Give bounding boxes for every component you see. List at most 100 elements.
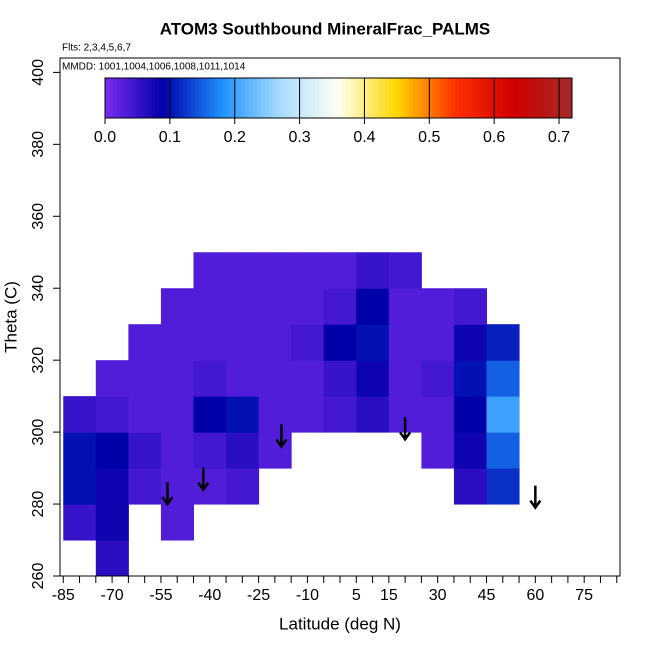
- heatmap-cell: [193, 432, 227, 469]
- heatmap-cell: [193, 252, 227, 289]
- heatmap-cell: [160, 468, 194, 505]
- colorbar-tick-label: 0.5: [418, 129, 440, 146]
- heatmap-cell: [128, 432, 162, 469]
- colorbar-segment: [552, 78, 557, 118]
- heatmap-cell: [226, 396, 260, 433]
- heatmap-cell: [291, 252, 325, 289]
- colorbar-segment: [303, 78, 308, 118]
- colorbar-tick-label: 0.3: [288, 129, 310, 146]
- heatmap-cell: [291, 324, 325, 361]
- colorbar-segment: [354, 78, 359, 118]
- colorbar-segment: [245, 78, 250, 118]
- colorbar-tick-label: 0.7: [548, 129, 570, 146]
- heatmap-cell: [356, 324, 390, 361]
- colorbar-segment: [490, 78, 495, 118]
- heatmap-cell: [453, 432, 488, 469]
- colorbar-segment: [459, 78, 464, 118]
- colorbar-segment: [260, 78, 266, 118]
- x-tick-label: -25: [247, 587, 270, 604]
- colorbar-segment: [404, 78, 410, 118]
- colorbar-segment: [463, 78, 468, 118]
- colorbar-segment: [544, 78, 550, 118]
- colorbar-segment: [248, 78, 254, 118]
- colorbar-segment: [264, 78, 269, 118]
- colorbar-tick-label: 0.4: [353, 129, 375, 146]
- x-tick-label: 60: [526, 587, 544, 604]
- heatmap-cell: [95, 540, 129, 577]
- colorbar-segment: [202, 78, 207, 118]
- colorbar-segment: [431, 78, 437, 118]
- heatmap-cell: [226, 360, 260, 397]
- y-tick-label: 260: [30, 563, 47, 590]
- heatmap-cell: [258, 324, 292, 361]
- colorbar-segment: [338, 78, 343, 118]
- heatmap-cell: [421, 288, 455, 325]
- colorbar-segment: [365, 78, 371, 118]
- arrow: [161, 482, 174, 507]
- colorbar-segment: [455, 78, 460, 118]
- colorbar-segment: [377, 78, 382, 118]
- heatmap-cell: [128, 468, 162, 505]
- colorbar-segment: [533, 78, 538, 118]
- heatmap-cell: [226, 468, 260, 505]
- heatmap-cell: [291, 288, 325, 325]
- heatmap-cell: [95, 360, 129, 397]
- colorbar-segment: [357, 78, 363, 118]
- colorbar-segment: [295, 78, 301, 118]
- colorbar-segment: [420, 78, 425, 118]
- colorbar-segment: [443, 78, 448, 118]
- colorbar-segment: [136, 78, 141, 118]
- colorbar-segment: [116, 78, 122, 118]
- heatmap-cell: [128, 396, 162, 433]
- y-tick-label: 340: [30, 275, 47, 302]
- heatmap-cell: [193, 324, 227, 361]
- colorbar-segment: [311, 78, 316, 118]
- colorbar-segment: [466, 78, 472, 118]
- x-tick-label: -10: [296, 587, 319, 604]
- heatmap-cell: [128, 324, 162, 361]
- colorbar-tick-label: 0.0: [94, 129, 116, 146]
- heatmap-cell: [388, 288, 422, 325]
- colorbar-segment: [385, 78, 390, 118]
- heatmap-cell: [323, 324, 357, 361]
- colorbar-segment: [513, 78, 519, 118]
- colorbar-segment: [494, 78, 499, 118]
- colorbar-segment: [128, 78, 133, 118]
- colorbar-segment: [548, 78, 554, 118]
- colorbar-segment: [190, 78, 196, 118]
- heatmap-cell: [323, 288, 357, 325]
- colorbar-segment: [276, 78, 281, 118]
- colorbar-segment: [326, 78, 332, 118]
- colorbar-segment: [482, 78, 487, 118]
- heatmap-cell: [63, 396, 97, 433]
- colorbar-tick-label: 0.6: [483, 129, 505, 146]
- colorbar-segment: [124, 78, 129, 118]
- x-tick-label: -55: [149, 587, 172, 604]
- colorbar-segment: [280, 78, 285, 118]
- heatmap-cell: [160, 324, 194, 361]
- colorbar-segment: [408, 78, 413, 118]
- arrow: [399, 417, 412, 442]
- heatmap-cell: [63, 468, 97, 505]
- colorbar-segment: [132, 78, 137, 118]
- x-tick-label: 30: [429, 587, 447, 604]
- heatmap-cell: [226, 288, 260, 325]
- heatmap-cell: [323, 396, 357, 433]
- colorbar-segment: [564, 78, 569, 118]
- colorbar-segment: [428, 78, 433, 118]
- colorbar-segment: [182, 78, 188, 118]
- colorbar-segment: [416, 78, 421, 118]
- colorbar-segment: [112, 78, 118, 118]
- colorbar-segment: [159, 78, 164, 118]
- heatmap-cell: [160, 396, 194, 433]
- colorbar-segment: [521, 78, 526, 118]
- colorbar-segment: [315, 78, 320, 118]
- heatmap-cell: [226, 252, 260, 289]
- heatmap-cell: [421, 396, 455, 433]
- colorbar-segment: [330, 78, 336, 118]
- heatmap-cell: [95, 432, 129, 469]
- heatmap-cell: [291, 396, 325, 433]
- heatmap-cell: [486, 468, 520, 505]
- heatmap-cell: [421, 324, 455, 361]
- heatmap-cell: [258, 396, 292, 433]
